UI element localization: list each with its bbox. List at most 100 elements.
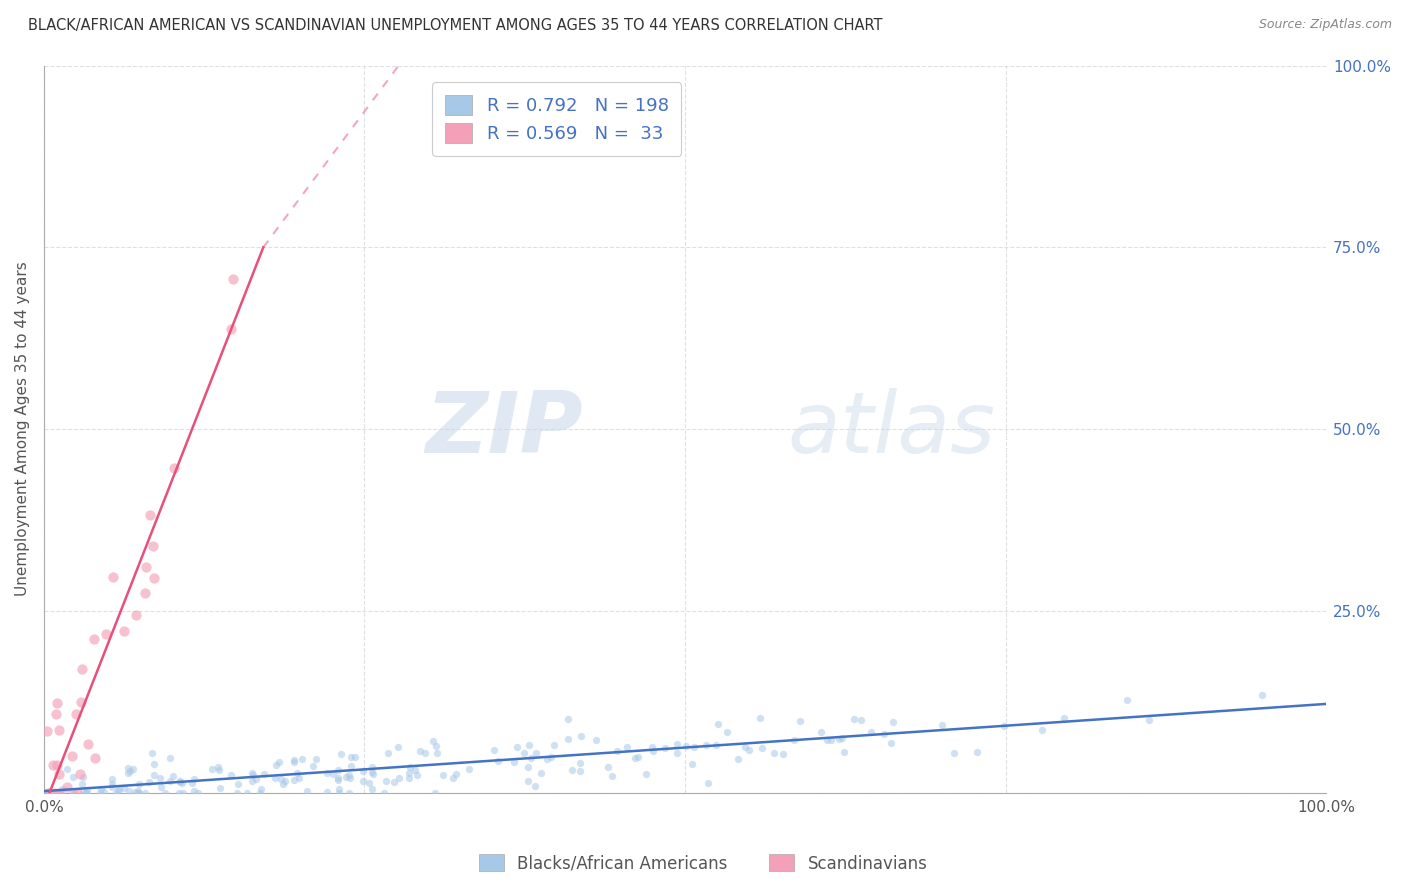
Point [616, 740, 638, 755]
Point [187, 786, 209, 800]
Point [695, 738, 717, 752]
Point [249, 786, 271, 800]
Point [486, 754, 509, 768]
Point [149, 772, 172, 786]
Point [75, 786, 97, 800]
Point [444, 766, 467, 780]
Point [879, 736, 901, 750]
Point [169, 775, 191, 789]
Point [51, 782, 73, 797]
Point [328, 786, 350, 800]
Point [377, 747, 399, 761]
Point [943, 746, 966, 760]
Point [873, 727, 896, 741]
Point [264, 771, 287, 785]
Point [134, 586, 156, 600]
Point [138, 775, 160, 789]
Point [361, 782, 384, 797]
Point [143, 768, 166, 782]
Point [859, 724, 882, 739]
Point [596, 760, 619, 774]
Point [882, 714, 904, 729]
Point [65, 707, 87, 722]
Point [322, 767, 344, 781]
Point [624, 751, 647, 765]
Point [749, 711, 772, 725]
Point [328, 782, 350, 797]
Point [706, 739, 728, 753]
Point [112, 624, 135, 639]
Point [503, 756, 526, 770]
Point [675, 739, 697, 753]
Point [283, 753, 305, 767]
Point [112, 780, 135, 795]
Point [94, 627, 117, 641]
Point [330, 747, 353, 761]
Point [226, 786, 249, 800]
Point [142, 571, 165, 585]
Point [48, 767, 70, 781]
Point [352, 764, 374, 779]
Point [127, 786, 149, 800]
Point [89, 786, 111, 800]
Point [62, 770, 84, 784]
Point [337, 786, 360, 800]
Point [557, 732, 579, 747]
Text: atlas: atlas [787, 388, 995, 471]
Point [105, 786, 128, 800]
Point [569, 756, 592, 771]
Point [121, 762, 143, 776]
Point [70, 662, 93, 676]
Point [516, 760, 538, 774]
Point [561, 764, 583, 778]
Point [569, 764, 592, 779]
Point [654, 740, 676, 755]
Point [266, 758, 288, 772]
Point [326, 763, 349, 777]
Point [162, 768, 184, 782]
Point [135, 560, 157, 574]
Point [425, 786, 447, 800]
Point [288, 771, 311, 785]
Text: BLACK/AFRICAN AMERICAN VS SCANDINAVIAN UNEMPLOYMENT AMONG AGES 35 TO 44 YEARS CO: BLACK/AFRICAN AMERICAN VS SCANDINAVIAN U… [28, 18, 883, 33]
Point [267, 755, 290, 769]
Point [425, 739, 447, 753]
Point [127, 784, 149, 798]
Point [124, 785, 146, 799]
Text: ZIP: ZIP [425, 388, 582, 471]
Point [42, 758, 65, 772]
Point [62, 786, 84, 800]
Point [1031, 723, 1053, 738]
Point [37, 786, 59, 800]
Point [374, 773, 396, 788]
Point [398, 766, 420, 780]
Point [557, 712, 579, 726]
Point [219, 768, 242, 782]
Point [149, 780, 172, 794]
Point [738, 743, 761, 757]
Point [101, 570, 124, 584]
Point [457, 762, 479, 776]
Point [118, 764, 141, 778]
Point [183, 772, 205, 787]
Point [90, 782, 112, 797]
Point [172, 776, 194, 790]
Point [536, 752, 558, 766]
Point [56, 780, 79, 794]
Point [226, 777, 249, 791]
Point [56, 762, 79, 776]
Point [93, 785, 115, 799]
Point [524, 747, 547, 761]
Point [339, 771, 361, 785]
Point [297, 784, 319, 798]
Point [108, 781, 131, 796]
Point [291, 752, 314, 766]
Point [387, 740, 409, 755]
Point [62, 748, 84, 763]
Point [159, 774, 181, 789]
Point [316, 785, 339, 799]
Point [602, 769, 624, 783]
Point [606, 743, 628, 757]
Point [352, 774, 374, 789]
Point [517, 738, 540, 752]
